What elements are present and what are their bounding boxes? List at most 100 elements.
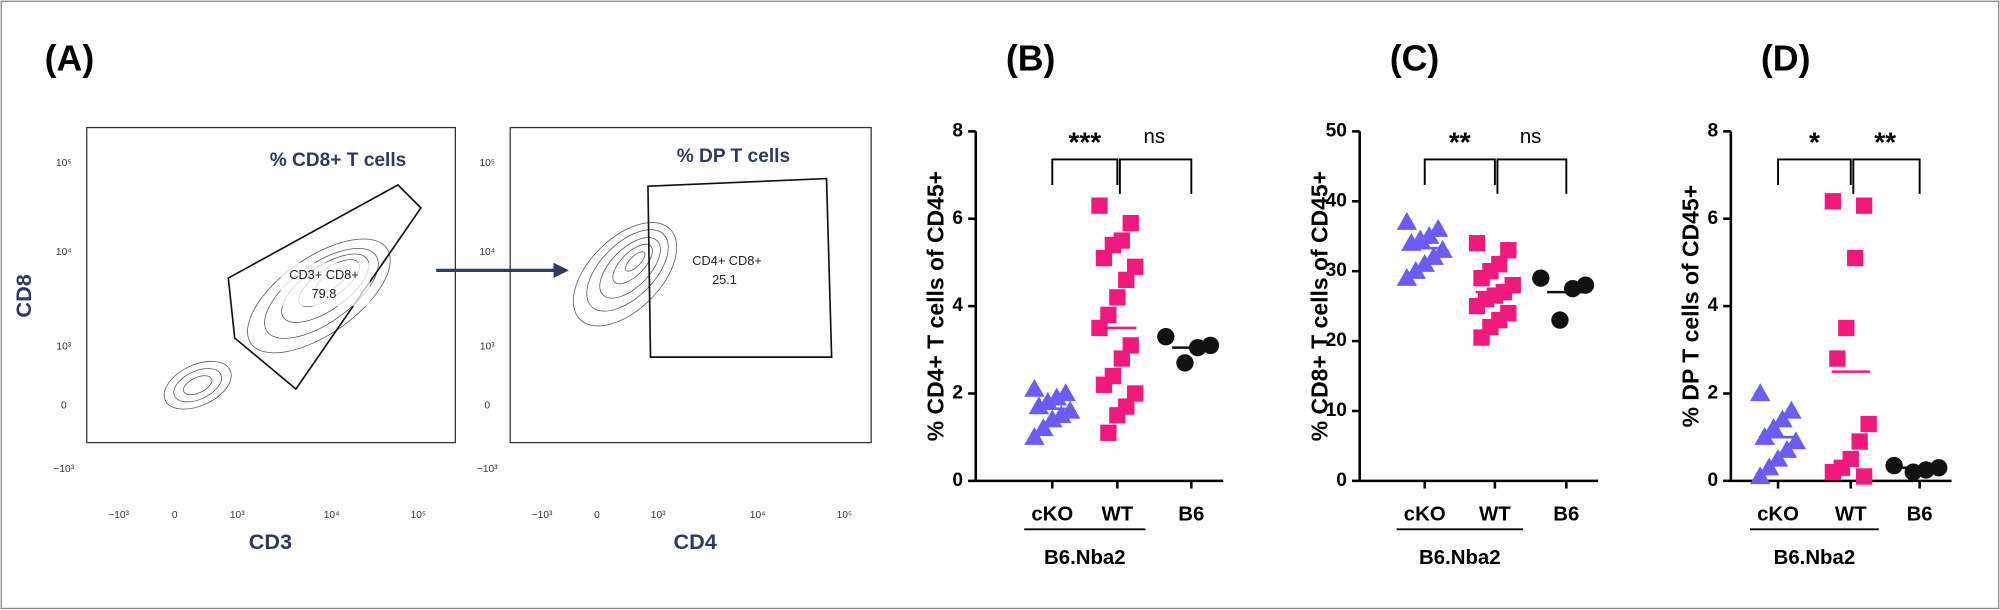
y-axis-label: % CD4+ T cells of CD45+ bbox=[923, 171, 949, 441]
point bbox=[1109, 407, 1126, 424]
y-tick-label: 10 bbox=[1326, 400, 1347, 421]
y-tick-label: 2 bbox=[1707, 383, 1718, 404]
plot-title: % DP T cells bbox=[677, 146, 790, 167]
point bbox=[1763, 418, 1784, 437]
point bbox=[1551, 311, 1569, 329]
point bbox=[1838, 319, 1855, 337]
point bbox=[1091, 197, 1108, 214]
contours bbox=[572, 222, 678, 327]
point bbox=[1122, 337, 1139, 354]
point bbox=[1885, 456, 1903, 475]
point bbox=[1401, 233, 1422, 251]
point bbox=[1904, 463, 1922, 481]
point bbox=[1033, 418, 1054, 437]
y-tick-label: 10⁴ bbox=[479, 247, 495, 258]
significance-label: ** bbox=[1449, 127, 1471, 158]
x-tick-label: 10³ bbox=[651, 510, 666, 521]
y-tick-label: 8 bbox=[1707, 120, 1718, 141]
significance-label: ns bbox=[1144, 126, 1166, 148]
x-tick-label: 10³ bbox=[230, 510, 245, 521]
point bbox=[1468, 235, 1486, 252]
point bbox=[1824, 463, 1842, 481]
point bbox=[1851, 433, 1868, 450]
point bbox=[1917, 461, 1935, 479]
point bbox=[1473, 269, 1490, 287]
y-axis-label: % CD8+ T cells of CD45+ bbox=[1306, 171, 1332, 441]
panel-label: (A) bbox=[45, 39, 95, 79]
x-tick-label: cKO bbox=[1757, 504, 1799, 526]
x-tick-label: 10⁵ bbox=[411, 510, 427, 521]
y-tick-label: 0 bbox=[484, 400, 490, 411]
y-tick-label: 6 bbox=[952, 208, 963, 229]
point bbox=[1785, 431, 1807, 450]
point bbox=[1847, 249, 1864, 267]
y-tick-label: 10⁴ bbox=[56, 247, 72, 258]
point bbox=[1095, 249, 1113, 267]
plot-frame bbox=[86, 126, 456, 444]
point bbox=[1758, 457, 1780, 476]
x-tick-label: 0 bbox=[594, 510, 600, 521]
bracket bbox=[1118, 158, 1193, 194]
group-label: B6.Nba2 bbox=[1044, 547, 1126, 569]
point bbox=[1855, 468, 1873, 485]
y-tick-label: 10³ bbox=[480, 342, 495, 353]
point bbox=[1396, 212, 1418, 230]
y-tick-label: 10⁵ bbox=[479, 158, 495, 169]
point bbox=[1749, 383, 1771, 402]
point bbox=[1104, 236, 1122, 254]
point bbox=[1776, 440, 1798, 458]
point bbox=[1095, 376, 1113, 393]
gate bbox=[647, 177, 833, 358]
point bbox=[1749, 466, 1771, 485]
group-label: B6.Nba2 bbox=[1774, 547, 1856, 569]
x-tick-label: 10⁴ bbox=[324, 510, 340, 521]
y-tick-label: 0 bbox=[952, 470, 963, 491]
point bbox=[1414, 253, 1435, 272]
y-tick-label: −10³ bbox=[477, 464, 498, 475]
gate-name: CD3+ CD8+ bbox=[289, 267, 358, 282]
point bbox=[1468, 297, 1486, 315]
x-tick-label: −10³ bbox=[532, 510, 553, 521]
point bbox=[1100, 306, 1117, 324]
x-tick-label: cKO bbox=[1031, 504, 1073, 526]
plot-title: % CD8+ T cells bbox=[270, 150, 407, 171]
point bbox=[1109, 289, 1126, 306]
panel-label: (D) bbox=[1761, 39, 1811, 79]
point bbox=[1781, 400, 1802, 419]
x-axis-label: CD4 bbox=[673, 529, 716, 554]
point bbox=[1423, 246, 1444, 265]
panel-label: (C) bbox=[1390, 39, 1440, 79]
y-tick-label: 6 bbox=[1707, 208, 1718, 229]
x-axis-label: CD3 bbox=[249, 529, 292, 554]
point bbox=[1427, 219, 1449, 237]
point bbox=[1113, 350, 1130, 367]
y-tick-label: 0 bbox=[61, 400, 67, 411]
point bbox=[1772, 409, 1793, 428]
x-tick-label: 10⁴ bbox=[750, 510, 766, 521]
significance-label: *** bbox=[1068, 127, 1101, 158]
bracket bbox=[1051, 158, 1119, 185]
significance-label: * bbox=[1809, 127, 1820, 158]
gate-label-bg bbox=[280, 262, 370, 307]
point bbox=[1824, 193, 1842, 210]
point bbox=[1500, 242, 1517, 259]
x-tick-label: WT bbox=[1479, 504, 1511, 526]
point bbox=[1157, 328, 1175, 346]
y-tick-label: 50 bbox=[1326, 120, 1347, 141]
y-tick-label: 10⁵ bbox=[56, 158, 72, 169]
y-tick-label: 4 bbox=[952, 295, 963, 316]
point bbox=[1127, 385, 1144, 402]
y-axis-label: % DP T cells of CD45+ bbox=[1678, 185, 1704, 427]
y-tick-label: 30 bbox=[1326, 260, 1347, 281]
gate-value: 79.8 bbox=[312, 286, 337, 301]
point bbox=[1118, 271, 1135, 289]
y-tick-label: 20 bbox=[1326, 330, 1347, 351]
y-tick-label: 4 bbox=[1707, 295, 1718, 316]
gate-value: 25.1 bbox=[712, 272, 737, 287]
point bbox=[1127, 258, 1144, 275]
point bbox=[1024, 378, 1045, 397]
point bbox=[1100, 424, 1117, 441]
x-tick-label: WT bbox=[1101, 504, 1133, 526]
